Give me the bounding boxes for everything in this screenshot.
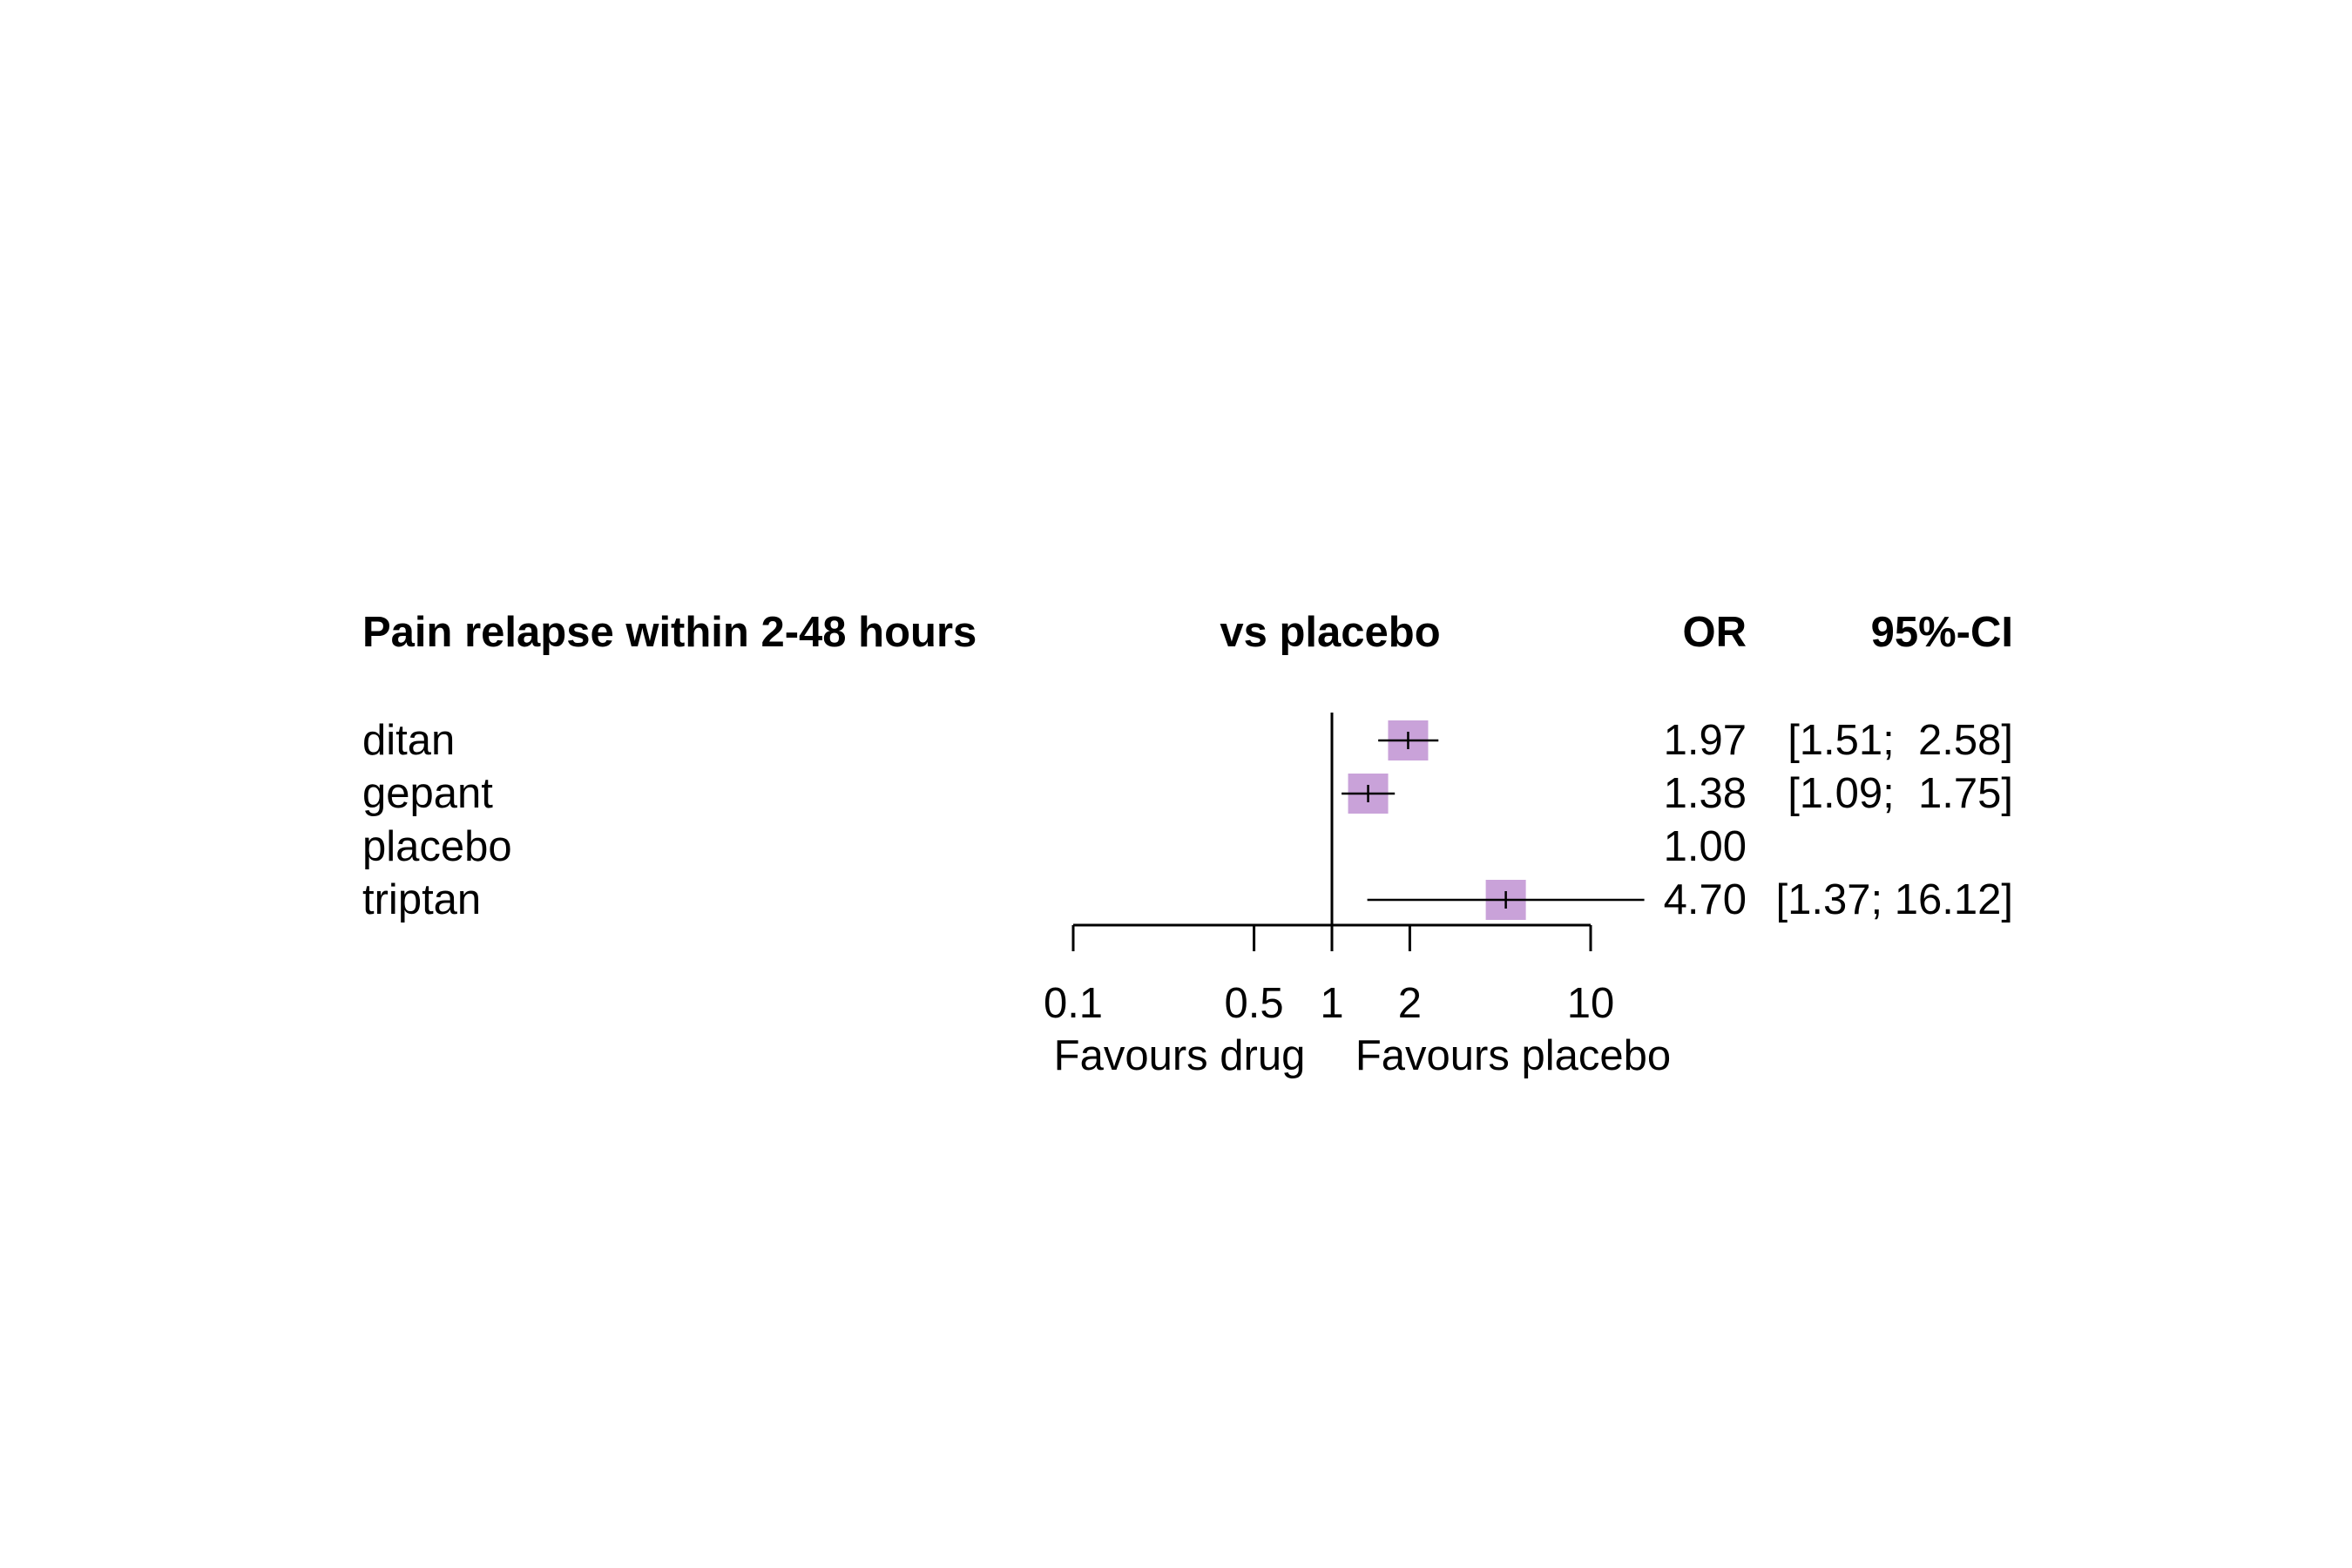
column-header-ci: 95%-CI — [1871, 609, 2013, 656]
xlabel-favours-drug: Favours drug — [1054, 1032, 1306, 1079]
or-value-gepant: 1.38 — [1664, 770, 1747, 817]
x-tick-label-10: 10 — [1567, 980, 1615, 1027]
x-tick-label-0.1: 0.1 — [1044, 980, 1103, 1027]
column-header-or: OR — [1683, 609, 1747, 656]
row-label-gepant: gepant — [362, 770, 493, 817]
or-value-placebo: 1.00 — [1664, 823, 1747, 870]
plot-marks: 0.1 0.5 1 2 10 — [1044, 713, 1645, 1027]
chart-title: Pain relapse within 2-48 hours — [362, 609, 977, 656]
row-label-placebo: placebo — [362, 823, 512, 870]
xlabel-favours-placebo: Favours placebo — [1355, 1032, 1671, 1079]
column-header-comparison: vs placebo — [1220, 609, 1440, 656]
or-value-ditan: 1.97 — [1664, 717, 1747, 764]
row-label-ditan: ditan — [362, 717, 455, 764]
ci-value-ditan: [1.51; 2.58] — [1788, 717, 2013, 764]
ci-value-gepant: [1.09; 1.75] — [1788, 770, 2013, 817]
x-tick-label-2: 2 — [1398, 980, 1422, 1027]
row-label-triptan: triptan — [362, 876, 481, 923]
x-tick-label-0.5: 0.5 — [1225, 980, 1284, 1027]
x-tick-label-1: 1 — [1320, 980, 1343, 1027]
ci-value-triptan: [1.37; 16.12] — [1776, 876, 2013, 923]
or-value-triptan: 4.70 — [1664, 876, 1747, 923]
